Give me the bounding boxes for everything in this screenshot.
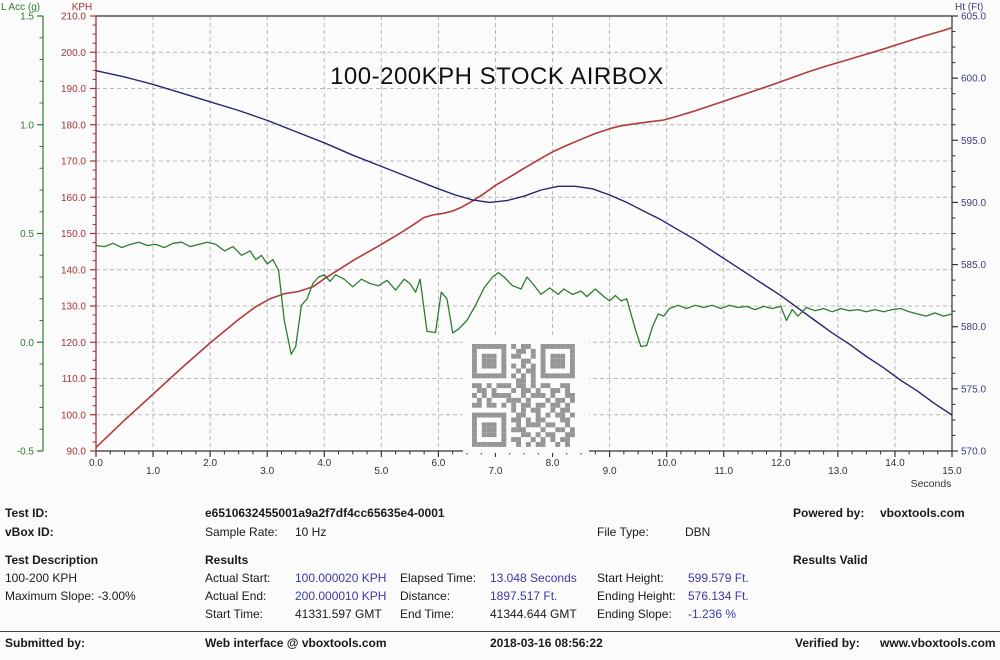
svg-text:0.5: 0.5 [20,229,34,240]
svg-text:585.0: 585.0 [961,260,986,271]
svg-text:Ht (Ft): Ht (Ft) [955,2,983,13]
powered-by-label: Powered by: [793,506,865,520]
svg-text:0.0: 0.0 [89,458,103,469]
actual-end-label: Actual End: [205,589,267,603]
svg-text:1.0: 1.0 [146,466,160,477]
svg-text:0.0: 0.0 [20,338,34,349]
svg-text:130.0: 130.0 [61,302,86,313]
svg-text:1.0: 1.0 [20,120,34,131]
results-valid-text: Results Valid [793,553,868,567]
ending-height-value: 576.134 Ft. [688,589,749,603]
end-time-label: End Time: [400,607,455,621]
speed-series-line [95,26,953,448]
svg-text:9.0: 9.0 [603,466,617,477]
svg-text:595.0: 595.0 [961,136,986,147]
chart-title: 100-200KPH STOCK AIRBOX [330,63,664,90]
svg-text:8.0: 8.0 [546,458,560,469]
svg-text:6.0: 6.0 [431,458,445,469]
kph-axis: 210.0 200.0 190.0 180.0 170.0 160.0 150.0 140.0… [61,2,96,458]
gridlines [96,16,952,451]
test-description-line1: 100-200 KPH [5,571,78,585]
results-header: Results [205,553,249,567]
svg-text:575.0: 575.0 [961,384,986,395]
distance-label: Distance: [400,589,451,603]
time-axis: 0.0 1.0 2.0 3.0 4.0 5.0 6.0 7.0 8.0 9.0 10.0 11.0 12… [89,451,962,490]
verified-by-label: Verified by: [795,636,860,650]
svg-text:90.0: 90.0 [67,447,87,458]
svg-text:605.0: 605.0 [961,12,986,23]
svg-text:13.0: 13.0 [828,466,848,477]
svg-text:100.0: 100.0 [61,410,86,421]
svg-text:5.0: 5.0 [374,466,388,477]
footer-divider [0,631,1000,632]
verified-by-value: www.vboxtools.com [880,636,996,650]
test-id-value: e6510632455001a9a2f7df4cc65635e4-0001 [205,506,445,520]
svg-text:210.0: 210.0 [61,12,86,23]
lateral-acceleration-series-line [95,241,953,355]
svg-text:120.0: 120.0 [61,338,86,349]
height-axis: 605.0 600.0 595.0 590.0 585.0 580.0 575.0 570.0… [952,2,986,458]
distance-value: 1897.517 Ft. [490,589,558,603]
svg-text:160.0: 160.0 [61,193,86,204]
svg-text:590.0: 590.0 [961,198,986,209]
submitted-via-text: Web interface @ vboxtools.com [205,636,387,650]
svg-text:180.0: 180.0 [61,120,86,131]
svg-text:2.0: 2.0 [203,458,217,469]
actual-start-value: 100.000020 KPH [295,571,387,585]
ending-height-label: Ending Height: [597,589,676,603]
file-type-value: DBN [685,525,711,539]
svg-text:580.0: 580.0 [961,322,986,333]
svg-text:14.0: 14.0 [885,458,905,469]
test-id-label: Test ID: [5,506,49,520]
svg-text:600.0: 600.0 [961,74,986,85]
svg-text:Seconds: Seconds [911,478,952,490]
height-series-line [95,70,953,416]
svg-text:-0.5: -0.5 [17,447,35,458]
file-type-label: File Type: [597,525,649,539]
svg-text:140.0: 140.0 [61,265,86,276]
acceleration-chart: 1.5 1.0 0.5 0.0 -0.5 L Acc (g) 210.0 200.0 190.0… [1,2,986,490]
elapsed-time-value: 13.048 Seconds [490,571,577,585]
svg-text:7.0: 7.0 [489,466,503,477]
svg-text:170.0: 170.0 [61,157,86,168]
actual-end-value: 200.000010 KPH [295,589,387,603]
submitted-by-label: Submitted by: [5,636,85,650]
max-slope-line: Maximum Slope: -3.00% [5,589,136,603]
actual-start-label: Actual Start: [205,571,271,585]
report-timestamp: 2018-03-16 08:56:22 [490,636,603,650]
svg-text:110.0: 110.0 [62,374,87,385]
svg-text:15.0: 15.0 [942,466,962,477]
svg-text:3.0: 3.0 [260,466,274,477]
sample-rate-value: 10 Hz [295,525,327,539]
svg-text:10.0: 10.0 [657,458,677,469]
qr-code [463,336,589,453]
sample-rate-label: Sample Rate: [205,525,278,539]
svg-text:1.5: 1.5 [20,12,34,23]
vbox-id-label: vBox ID: [5,525,54,539]
elapsed-time-label: Elapsed Time: [400,571,477,585]
test-description-header: Test Description [5,553,99,567]
svg-text:KPH: KPH [72,2,93,13]
lacc-axis: 1.5 1.0 0.5 0.0 -0.5 L Acc (g) [1,2,44,458]
svg-text:150.0: 150.0 [61,229,86,240]
svg-text:11.0: 11.0 [714,466,733,477]
svg-text:190.0: 190.0 [61,84,86,95]
svg-text:570.0: 570.0 [961,447,986,458]
end-time-value: 41344.644 GMT [490,607,577,621]
start-height-value: 599.579 Ft. [688,571,749,585]
chart-svg: 1.5 1.0 0.5 0.0 -0.5 L Acc (g) 210.0 200.0 190.0… [1,2,986,490]
ending-slope-label: Ending Slope: [597,607,672,621]
start-height-label: Start Height: [597,571,664,585]
start-time-value: 41331.597 GMT [295,607,382,621]
powered-by-value: vboxtools.com [880,506,965,520]
svg-text:12.0: 12.0 [771,458,791,469]
ending-slope-value: -1.236 % [688,607,737,621]
svg-text:200.0: 200.0 [61,48,86,59]
svg-text:4.0: 4.0 [317,458,331,469]
svg-text:L Acc (g): L Acc (g) [1,2,40,13]
start-time-label: Start Time: [205,607,264,621]
